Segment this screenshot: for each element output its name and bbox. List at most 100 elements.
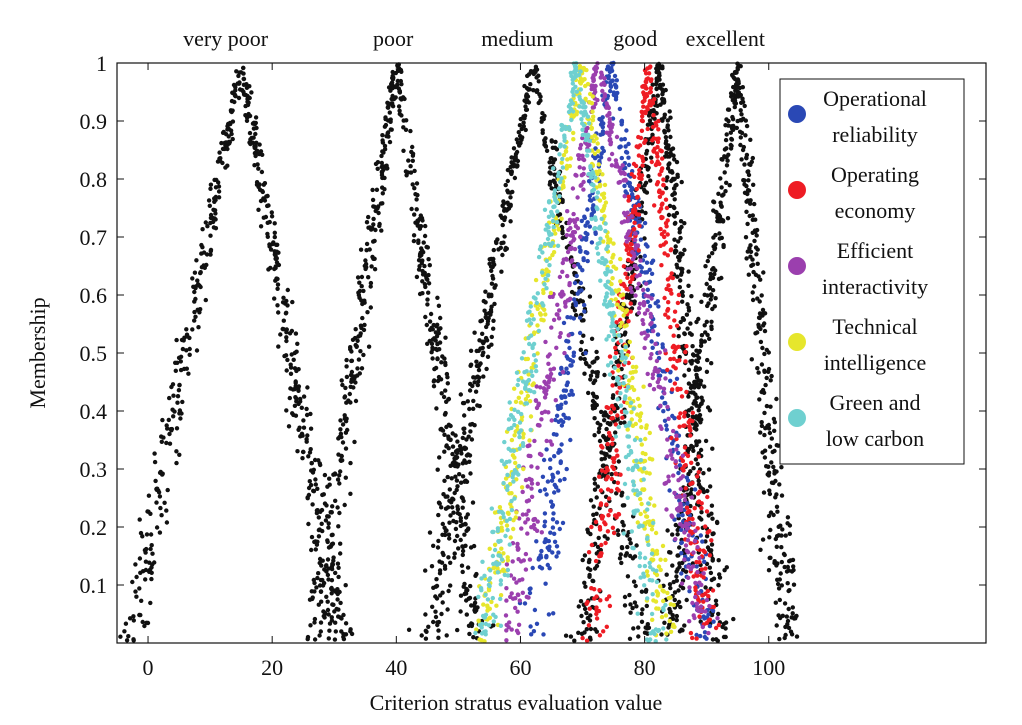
series-3-points-point	[518, 559, 524, 564]
series-4-points-point	[511, 518, 516, 523]
grade-very-poor-points-point	[220, 160, 225, 166]
grade-medium-points-point	[459, 451, 464, 456]
grade-very-poor-points-point	[335, 561, 341, 566]
grade-very-poor-points-point	[269, 210, 274, 215]
series-3-points-point	[557, 274, 563, 280]
grade-very-poor-points-point	[276, 310, 281, 315]
series-2-points-point	[659, 263, 664, 268]
series-3-points-point	[600, 88, 605, 94]
series-1-points-point	[593, 146, 598, 151]
grade-very-poor-points-point	[343, 621, 349, 626]
series-5-points-point	[542, 282, 547, 287]
grade-excellent-points-point	[704, 281, 709, 287]
series-1-points-point	[544, 555, 549, 560]
series-2-points-point	[629, 274, 635, 280]
series-5-points-point	[635, 508, 640, 513]
series-5-points-point	[501, 480, 506, 486]
series-4-points-point	[638, 496, 643, 502]
series-5-points-point	[526, 335, 531, 341]
series-3-points-point	[643, 336, 648, 341]
grade-very-poor-points-point	[161, 435, 166, 440]
grade-excellent-points-point	[767, 444, 773, 449]
grade-poor-points-point	[442, 432, 447, 437]
series-5-points-point	[527, 309, 532, 314]
series-1-points-point	[557, 526, 562, 532]
grade-good-points-point	[595, 484, 600, 489]
series-2-points-point	[683, 349, 688, 355]
series-2-points-point	[710, 588, 716, 593]
series-2-points-point	[594, 611, 599, 617]
grade-medium-points-point	[458, 523, 463, 529]
series-2-points-point	[599, 443, 604, 449]
series-4-points-point	[601, 239, 606, 244]
series-1-points-point	[567, 392, 572, 397]
grade-excellent-points-point	[697, 366, 702, 371]
series-2-points-point	[668, 275, 673, 280]
series-1-points-point	[542, 539, 547, 545]
grade-excellent-points-point	[750, 217, 755, 222]
series-1-points-point	[571, 353, 576, 358]
series-2-points-point	[660, 190, 665, 195]
series-2-points-point	[655, 180, 661, 185]
grade-excellent-points-point	[761, 490, 767, 495]
series-1-points-point	[534, 621, 540, 626]
series-4-points-point	[621, 302, 626, 307]
series-5-points-point	[661, 626, 666, 631]
grade-medium-points-point	[644, 603, 649, 609]
series-3-points-point	[619, 220, 625, 225]
series-1-points-point	[551, 475, 556, 480]
series-5-points-point	[623, 355, 628, 361]
series-2-points-point	[675, 300, 681, 306]
grade-very-poor-points-point	[284, 408, 289, 413]
grade-medium-points-point	[582, 356, 587, 362]
series-3-points-point	[653, 341, 658, 347]
series-3-points-point	[509, 627, 514, 632]
grade-poor-points-point	[357, 333, 363, 338]
series-2-points-point	[598, 598, 603, 603]
series-3-points-point	[581, 187, 586, 192]
grade-medium-points-point	[493, 239, 499, 244]
grade-excellent-points-point	[722, 170, 727, 175]
grade-poor-points-point	[317, 527, 322, 532]
series-2-points-point	[705, 494, 710, 500]
series-2-points-point	[688, 428, 693, 433]
series-2-points-point	[601, 629, 606, 634]
grade-medium-points-point	[627, 537, 632, 542]
grade-poor-points-point	[330, 504, 335, 509]
grade-excellent-points-point	[713, 209, 718, 215]
series-3-points-point	[581, 166, 586, 171]
grade-poor-points-point	[379, 153, 384, 159]
grade-very-poor-points-point	[305, 433, 310, 438]
grade-excellent-points-point	[721, 192, 726, 197]
series-1-points-point	[663, 400, 668, 406]
grade-excellent-points-point	[789, 632, 795, 637]
series-3-points-point	[698, 604, 704, 609]
grade-good-points-point	[624, 315, 629, 320]
grade-good-points-point	[578, 599, 584, 604]
series-1-points-point	[568, 363, 573, 368]
grade-good-points-point	[723, 620, 729, 625]
series-1-points-point	[564, 466, 569, 472]
series-2-points-point	[634, 186, 639, 192]
grade-poor-points-point	[326, 521, 331, 526]
grade-very-poor-points-point	[192, 299, 197, 304]
series-2-points-point	[660, 156, 665, 161]
grade-excellent-points-point	[754, 227, 760, 233]
grade-medium-points-point	[593, 370, 599, 375]
series-1-points-point	[539, 548, 544, 554]
series-5-points-point	[558, 179, 563, 185]
series-1-points-point	[659, 395, 665, 400]
series-3-points-point	[576, 156, 582, 162]
series-4-points-point	[492, 542, 498, 547]
series-1-points-point	[570, 392, 575, 397]
series-5-points-point	[510, 475, 515, 480]
grade-excellent-points-point	[721, 244, 726, 250]
grade-good-points-point	[668, 115, 673, 120]
series-5-points-point	[593, 175, 598, 180]
grade-good-points-point	[709, 542, 715, 547]
grade-excellent-points-point	[713, 242, 718, 247]
grade-poor-points-point	[414, 207, 419, 212]
grade-medium-points-point	[456, 462, 461, 467]
grade-medium-points-point	[521, 124, 526, 129]
series-2-points-point	[690, 516, 695, 522]
